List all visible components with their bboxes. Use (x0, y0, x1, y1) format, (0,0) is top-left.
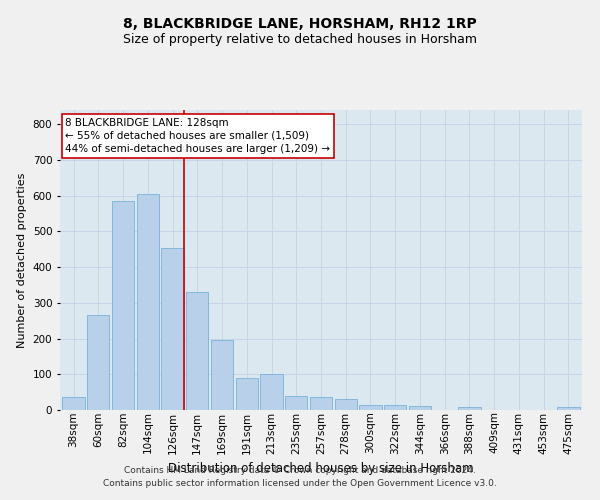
Text: Size of property relative to detached houses in Horsham: Size of property relative to detached ho… (123, 32, 477, 46)
Bar (310, 397, 332, 410)
Y-axis label: Number of detached properties: Number of detached properties (17, 172, 27, 348)
Bar (335, 400, 357, 410)
Bar (260, 374, 283, 410)
Bar (458, 407, 481, 410)
Bar (161, 248, 184, 410)
Text: 8 BLACKBRIDGE LANE: 128sqm
← 55% of detached houses are smaller (1,509)
44% of s: 8 BLACKBRIDGE LANE: 128sqm ← 55% of deta… (65, 118, 330, 154)
Bar (87, 316, 109, 410)
Bar (211, 340, 233, 410)
Bar (112, 201, 134, 410)
Bar (236, 378, 258, 410)
X-axis label: Distribution of detached houses by size in Horsham: Distribution of detached houses by size … (168, 462, 474, 475)
Bar (137, 194, 159, 410)
Text: 8, BLACKBRIDGE LANE, HORSHAM, RH12 1RP: 8, BLACKBRIDGE LANE, HORSHAM, RH12 1RP (123, 18, 477, 32)
Bar (409, 406, 431, 410)
Bar (557, 407, 580, 410)
Text: Contains HM Land Registry data © Crown copyright and database right 2024.
Contai: Contains HM Land Registry data © Crown c… (103, 466, 497, 487)
Bar (384, 404, 406, 410)
Bar (62, 397, 85, 410)
Bar (359, 406, 382, 410)
Bar (186, 292, 208, 410)
Bar (285, 396, 307, 410)
